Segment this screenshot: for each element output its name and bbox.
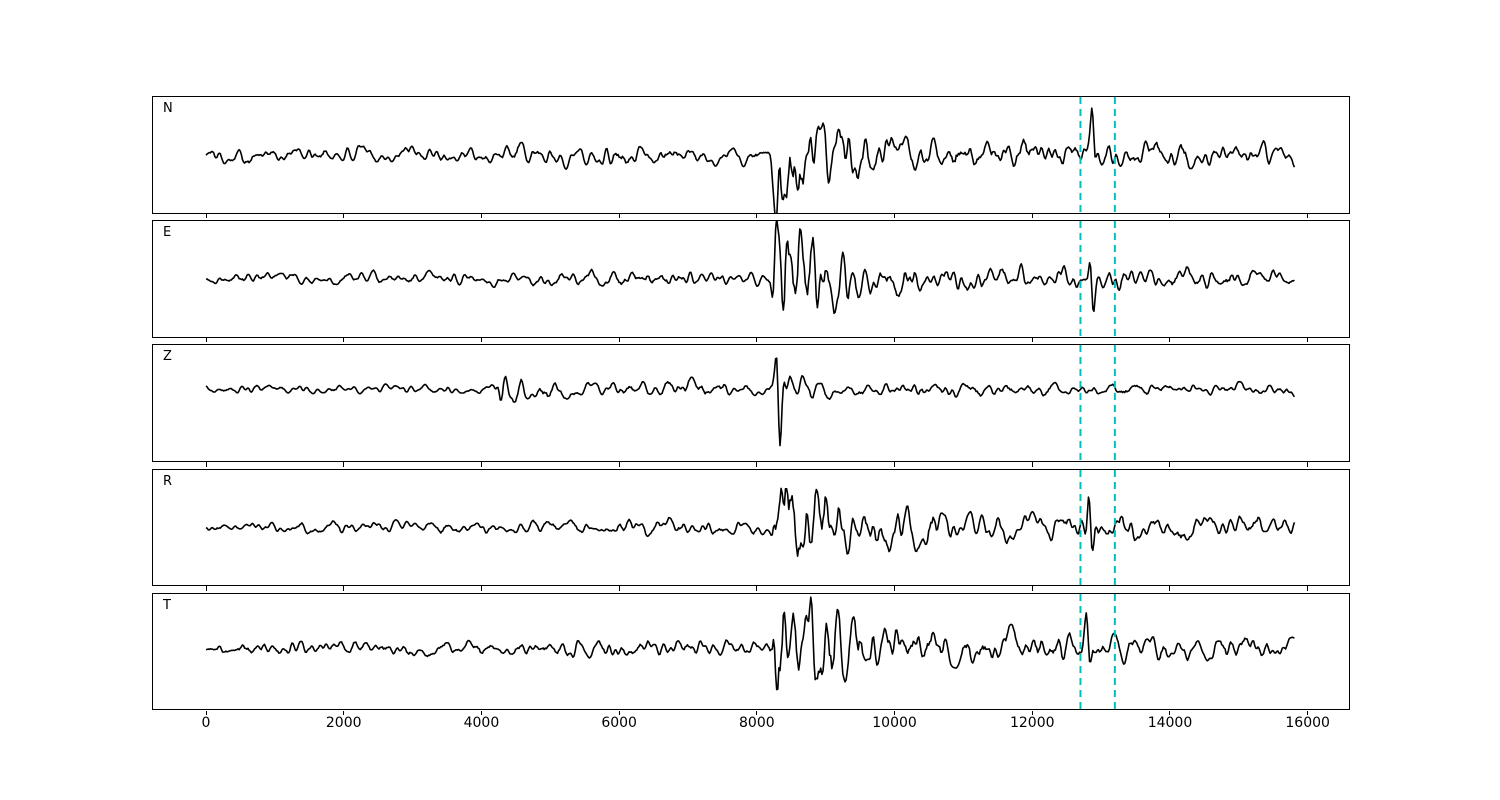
panel-label-R: R [163, 473, 173, 489]
panel-label-E: E [163, 225, 172, 241]
x-axis-tick [894, 710, 896, 715]
trace-panel-R: R [152, 468, 1350, 587]
x-axis-tick [343, 710, 345, 715]
x-axis-tick [480, 586, 482, 591]
x-axis-tick [205, 710, 207, 715]
x-axis-tick [756, 213, 758, 219]
x-axis-tick [1031, 462, 1033, 467]
x-axis-tick-label: 8000 [739, 715, 775, 731]
x-axis-tick [756, 710, 758, 715]
x-axis-tick [618, 586, 620, 591]
x-axis-tick [1031, 586, 1033, 591]
x-axis-tick [1307, 462, 1309, 467]
trace-panel-N: N [152, 96, 1350, 214]
x-axis-tick [1307, 710, 1309, 715]
waveform-trace [205, 107, 1296, 213]
x-axis-tick [618, 213, 620, 219]
x-axis-tick [205, 462, 207, 467]
x-axis-tick-label: 14000 [1147, 715, 1193, 731]
x-axis-tick-label: 0 [201, 715, 211, 731]
x-axis-tick [894, 337, 896, 343]
x-axis-tick-label: 2000 [325, 715, 362, 731]
x-axis-tick [205, 213, 207, 219]
x-axis-tick [1169, 213, 1171, 219]
waveform-plot-R [205, 469, 1296, 586]
x-axis-tick [480, 462, 482, 467]
x-axis-tick-label: 16000 [1285, 715, 1330, 731]
x-axis-tick-label: 12000 [1009, 715, 1055, 731]
x-axis-tick-label: 10000 [872, 715, 917, 731]
x-axis-tick [894, 213, 896, 219]
x-axis-tick [343, 586, 345, 591]
x-axis-tick [756, 462, 758, 467]
panel-label-T: T [163, 597, 171, 613]
trace-panel-Z: Z [152, 344, 1350, 463]
x-axis-tick-label: 6000 [601, 715, 637, 731]
waveform-trace [205, 487, 1296, 557]
x-axis-tick [1031, 710, 1033, 715]
x-axis-tick [756, 586, 758, 591]
trace-panel-E: E [152, 220, 1350, 338]
x-axis-tick [480, 337, 482, 343]
panel-label-N: N [163, 101, 173, 116]
x-axis-tick [480, 213, 482, 219]
x-axis-tick [1031, 337, 1033, 343]
x-axis-tick [480, 710, 482, 715]
x-axis-tick [1307, 586, 1309, 591]
waveform-trace [205, 596, 1295, 691]
x-axis-tick [343, 462, 345, 467]
waveform-plot-T [205, 593, 1295, 710]
x-axis-tick [1307, 213, 1309, 219]
trace-panel-T: T [152, 592, 1350, 711]
waveform-plot-N [205, 97, 1296, 213]
x-axis-tick [343, 337, 345, 343]
waveform-trace [205, 221, 1295, 315]
x-axis-tick [1169, 710, 1171, 715]
x-axis-tick [1169, 462, 1171, 467]
x-axis-tick [618, 462, 620, 467]
x-axis-tick [894, 462, 896, 467]
x-axis-tick [205, 337, 207, 343]
x-axis-tick [618, 337, 620, 343]
x-axis-tick [1169, 337, 1171, 343]
x-axis-tick [618, 710, 620, 715]
waveform-plot-E [205, 221, 1295, 337]
x-axis-tick [1307, 337, 1309, 343]
x-axis-tick [756, 337, 758, 343]
panel-label-Z: Z [163, 349, 172, 365]
x-axis-tick [894, 586, 896, 591]
waveform-plot-Z [205, 345, 1296, 462]
x-axis-tick [343, 213, 345, 219]
x-axis-tick [1169, 586, 1171, 591]
waveform-trace [205, 357, 1296, 447]
x-axis-tick-label: 4000 [463, 715, 500, 731]
x-axis-tick [205, 586, 207, 591]
x-axis-tick [1031, 213, 1033, 219]
